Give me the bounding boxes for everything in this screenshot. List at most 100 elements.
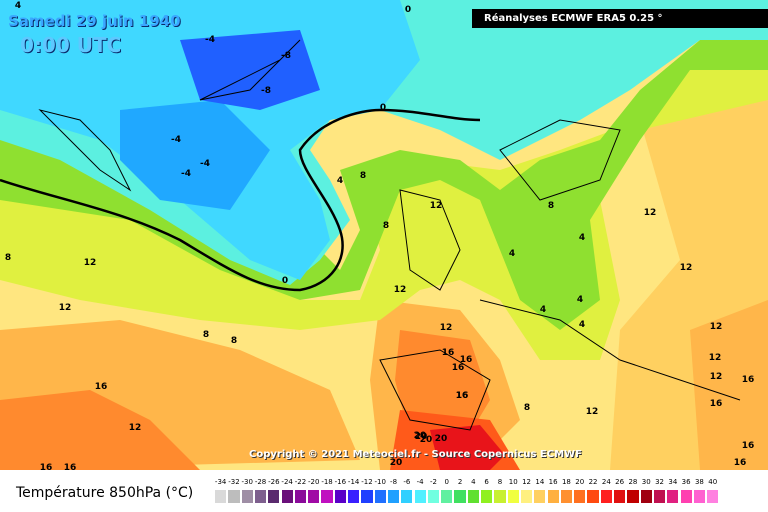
isotherm-label: 0 xyxy=(380,103,386,113)
scale-swatch xyxy=(253,489,268,504)
scale-swatch xyxy=(613,489,627,504)
isotherm-label: 12 xyxy=(84,258,97,268)
scale-tick: -8 xyxy=(390,478,398,486)
scale-swatch xyxy=(506,489,520,504)
hot-region-east xyxy=(690,300,768,470)
isotherm-label: 20 xyxy=(415,432,428,442)
scale-swatch xyxy=(692,489,707,504)
isotherm-label: -8 xyxy=(281,51,291,61)
scale-tick: 2 xyxy=(457,478,463,486)
scale-tick: 0 xyxy=(444,478,449,486)
scale-swatch xyxy=(320,489,334,504)
isotherm-label: 12 xyxy=(440,323,453,333)
cool-band xyxy=(0,30,768,330)
isotherm-label: 16 xyxy=(452,363,465,373)
scale-tick: -32 xyxy=(228,478,240,486)
isotherm-label: 4 xyxy=(337,176,343,186)
source-label: Réanalyses ECMWF ERA5 0.25 ° xyxy=(472,9,768,28)
isotherm-label: 20 xyxy=(390,458,403,468)
scale-swatch xyxy=(533,489,547,504)
isotherm-label: 4 xyxy=(577,295,583,305)
isotherm-label: 12 xyxy=(710,322,723,332)
scale-tick: -14 xyxy=(347,478,360,486)
scale-swatch xyxy=(493,489,507,504)
scale-tick: -18 xyxy=(321,478,333,486)
scale-swatch xyxy=(240,489,254,504)
isotherm-label: 4 xyxy=(540,305,546,315)
scale-swatch xyxy=(652,489,667,504)
isotherm-label: 12 xyxy=(394,285,407,295)
isotherm-label: 16 xyxy=(742,441,755,451)
scale-tick: 40 xyxy=(708,478,718,486)
coastline-scandinavia xyxy=(499,119,621,201)
isotherm-label: -4 xyxy=(205,35,215,45)
isotherm-label: 4 xyxy=(509,249,515,259)
temperature-map: 4 -4 -8 -8 -4 -4 -4 0 0 4 8 8 12 12 12 12 8 12 12 0 12 4 4 4 8 4 1… xyxy=(0,0,768,470)
coastline-greenland-east xyxy=(199,39,301,101)
scale-swatch xyxy=(679,489,693,504)
scale-tick: 30 xyxy=(641,478,651,486)
isotherm-label: 8 xyxy=(203,330,209,340)
scale-swatch xyxy=(426,489,441,504)
scale-tick: -22 xyxy=(294,478,307,486)
scale-swatch xyxy=(280,489,294,504)
scale-tick: -6 xyxy=(403,478,411,486)
scale-tick: -2 xyxy=(429,478,437,486)
isotherm-label: -4 xyxy=(200,159,210,169)
scale-swatch xyxy=(519,489,534,504)
copyright-text: Copyright © 2021 Meteociel.fr - Source C… xyxy=(249,449,582,460)
scale-swatch xyxy=(480,489,494,504)
scale-swatch xyxy=(307,489,321,504)
zero-contour-line xyxy=(0,108,481,292)
scale-tick: 34 xyxy=(668,478,678,486)
legend-title: Température 850hPa (°C) xyxy=(16,485,194,501)
scale-swatch xyxy=(293,489,308,504)
isotherm-label: 0 xyxy=(282,276,288,286)
date-label: Samedi 29 juin 1940 xyxy=(8,12,181,30)
isotherm-label: 12 xyxy=(129,423,142,433)
scale-tick: -30 xyxy=(241,478,253,486)
isotherm-label: 20 xyxy=(420,435,433,445)
scale-swatch xyxy=(573,489,587,504)
scale-swatch xyxy=(453,489,467,504)
isotherm-label: 16 xyxy=(40,463,53,470)
scale-swatch xyxy=(546,489,560,504)
scale-swatch xyxy=(626,489,640,504)
scale-tick: 28 xyxy=(628,478,638,486)
scale-tick: -24 xyxy=(281,478,293,486)
scale-tick: 24 xyxy=(601,478,611,486)
isotherm-label: 16 xyxy=(734,458,747,468)
isotherm-label: -8 xyxy=(261,86,271,96)
isotherm-label: 16 xyxy=(64,463,77,470)
isotherm-label: 12 xyxy=(59,303,72,313)
isotherm-label: 20 xyxy=(414,431,427,441)
isotherm-label: 16 xyxy=(460,355,473,365)
scale-tick: 6 xyxy=(484,478,489,486)
scale-swatch xyxy=(440,489,454,504)
hot-region-southwest xyxy=(0,390,200,470)
scale-tick: 16 xyxy=(548,478,558,486)
coastline-iberia xyxy=(379,349,491,431)
scale-tick: -34 xyxy=(214,478,227,486)
scale-tick: 26 xyxy=(615,478,625,486)
isotherm-label: 16 xyxy=(456,391,469,401)
scale-swatch xyxy=(413,489,427,504)
isotherm-label: 20 xyxy=(435,434,448,444)
scale-swatch xyxy=(360,489,374,504)
isotherm-label: 4 xyxy=(15,1,21,11)
scale-tick: -16 xyxy=(334,478,347,486)
scale-swatch xyxy=(267,489,281,504)
scale-tick: 10 xyxy=(508,478,518,486)
scale-tick: -12 xyxy=(361,478,373,486)
scale-swatch xyxy=(400,489,414,504)
coastline-mediterranean xyxy=(479,299,741,401)
contour-labels: 4 -4 -8 -8 -4 -4 -4 0 0 4 8 8 12 12 12 12 8 12 12 0 12 4 4 4 8 4 1… xyxy=(5,1,754,470)
very-hot-region-africa xyxy=(430,425,505,470)
isotherm-label: -4 xyxy=(181,169,191,179)
scale-tick: 20 xyxy=(575,478,585,486)
scale-swatch xyxy=(706,489,720,504)
scale-swatch xyxy=(347,489,361,504)
scale-tick: 14 xyxy=(535,478,545,486)
isotherm-label: 16 xyxy=(742,375,755,385)
coldest-region-greenland xyxy=(180,30,320,110)
